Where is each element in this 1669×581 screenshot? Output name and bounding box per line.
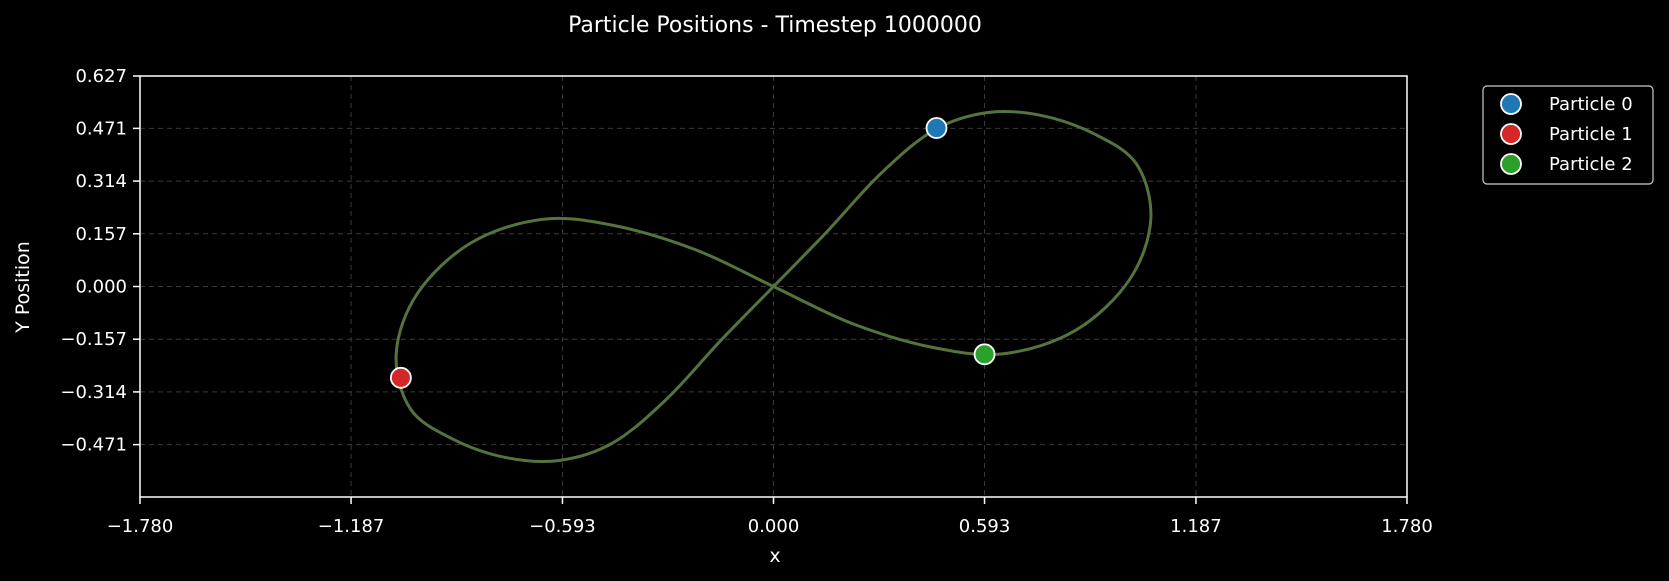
legend-label-2: Particle 2 [1549, 154, 1633, 175]
y-tick-label: 0.471 [75, 118, 127, 139]
chart-title: Particle Positions - Timestep 1000000 [568, 13, 982, 38]
trajectory-curve [394, 109, 1153, 464]
x-tick-label: 0.000 [748, 516, 800, 537]
x-tick-label: −1.187 [318, 516, 385, 537]
legend-marker-2 [1500, 153, 1522, 175]
legend: Particle 0 Particle 1 Particle 2 [1482, 85, 1654, 185]
x-tick-label: 1.780 [1381, 516, 1433, 537]
y-tick-label: −0.471 [60, 435, 127, 456]
legend-marker-1 [1500, 123, 1522, 145]
axis-ticks: −1.780 −1.187 −0.593 0.000 0.593 1.187 1.780 0.… [60, 66, 1432, 537]
legend-label-0: Particle 0 [1549, 94, 1633, 115]
x-tick-label: 0.593 [959, 516, 1011, 537]
x-axis-label: x [769, 545, 780, 567]
particle-1-marker [389, 366, 412, 389]
y-tick-label: −0.157 [60, 329, 127, 350]
particle-2-marker [973, 343, 996, 366]
particle-0-marker [925, 117, 948, 139]
y-tick-label: 0.157 [75, 224, 127, 245]
legend-marker-0 [1500, 93, 1522, 115]
x-tick-label: 1.187 [1170, 516, 1222, 537]
x-tick-label: −1.780 [107, 516, 174, 537]
legend-label-1: Particle 1 [1549, 124, 1633, 145]
y-tick-label: 0.000 [75, 277, 127, 298]
y-tick-label: −0.314 [60, 382, 127, 403]
y-tick-label: 0.627 [75, 66, 127, 87]
particle-markers [389, 117, 996, 389]
x-tick-label: −0.593 [529, 516, 596, 537]
y-axis-label: Y Position [12, 241, 34, 334]
y-tick-label: 0.314 [75, 171, 127, 192]
legend-box [1482, 85, 1654, 185]
